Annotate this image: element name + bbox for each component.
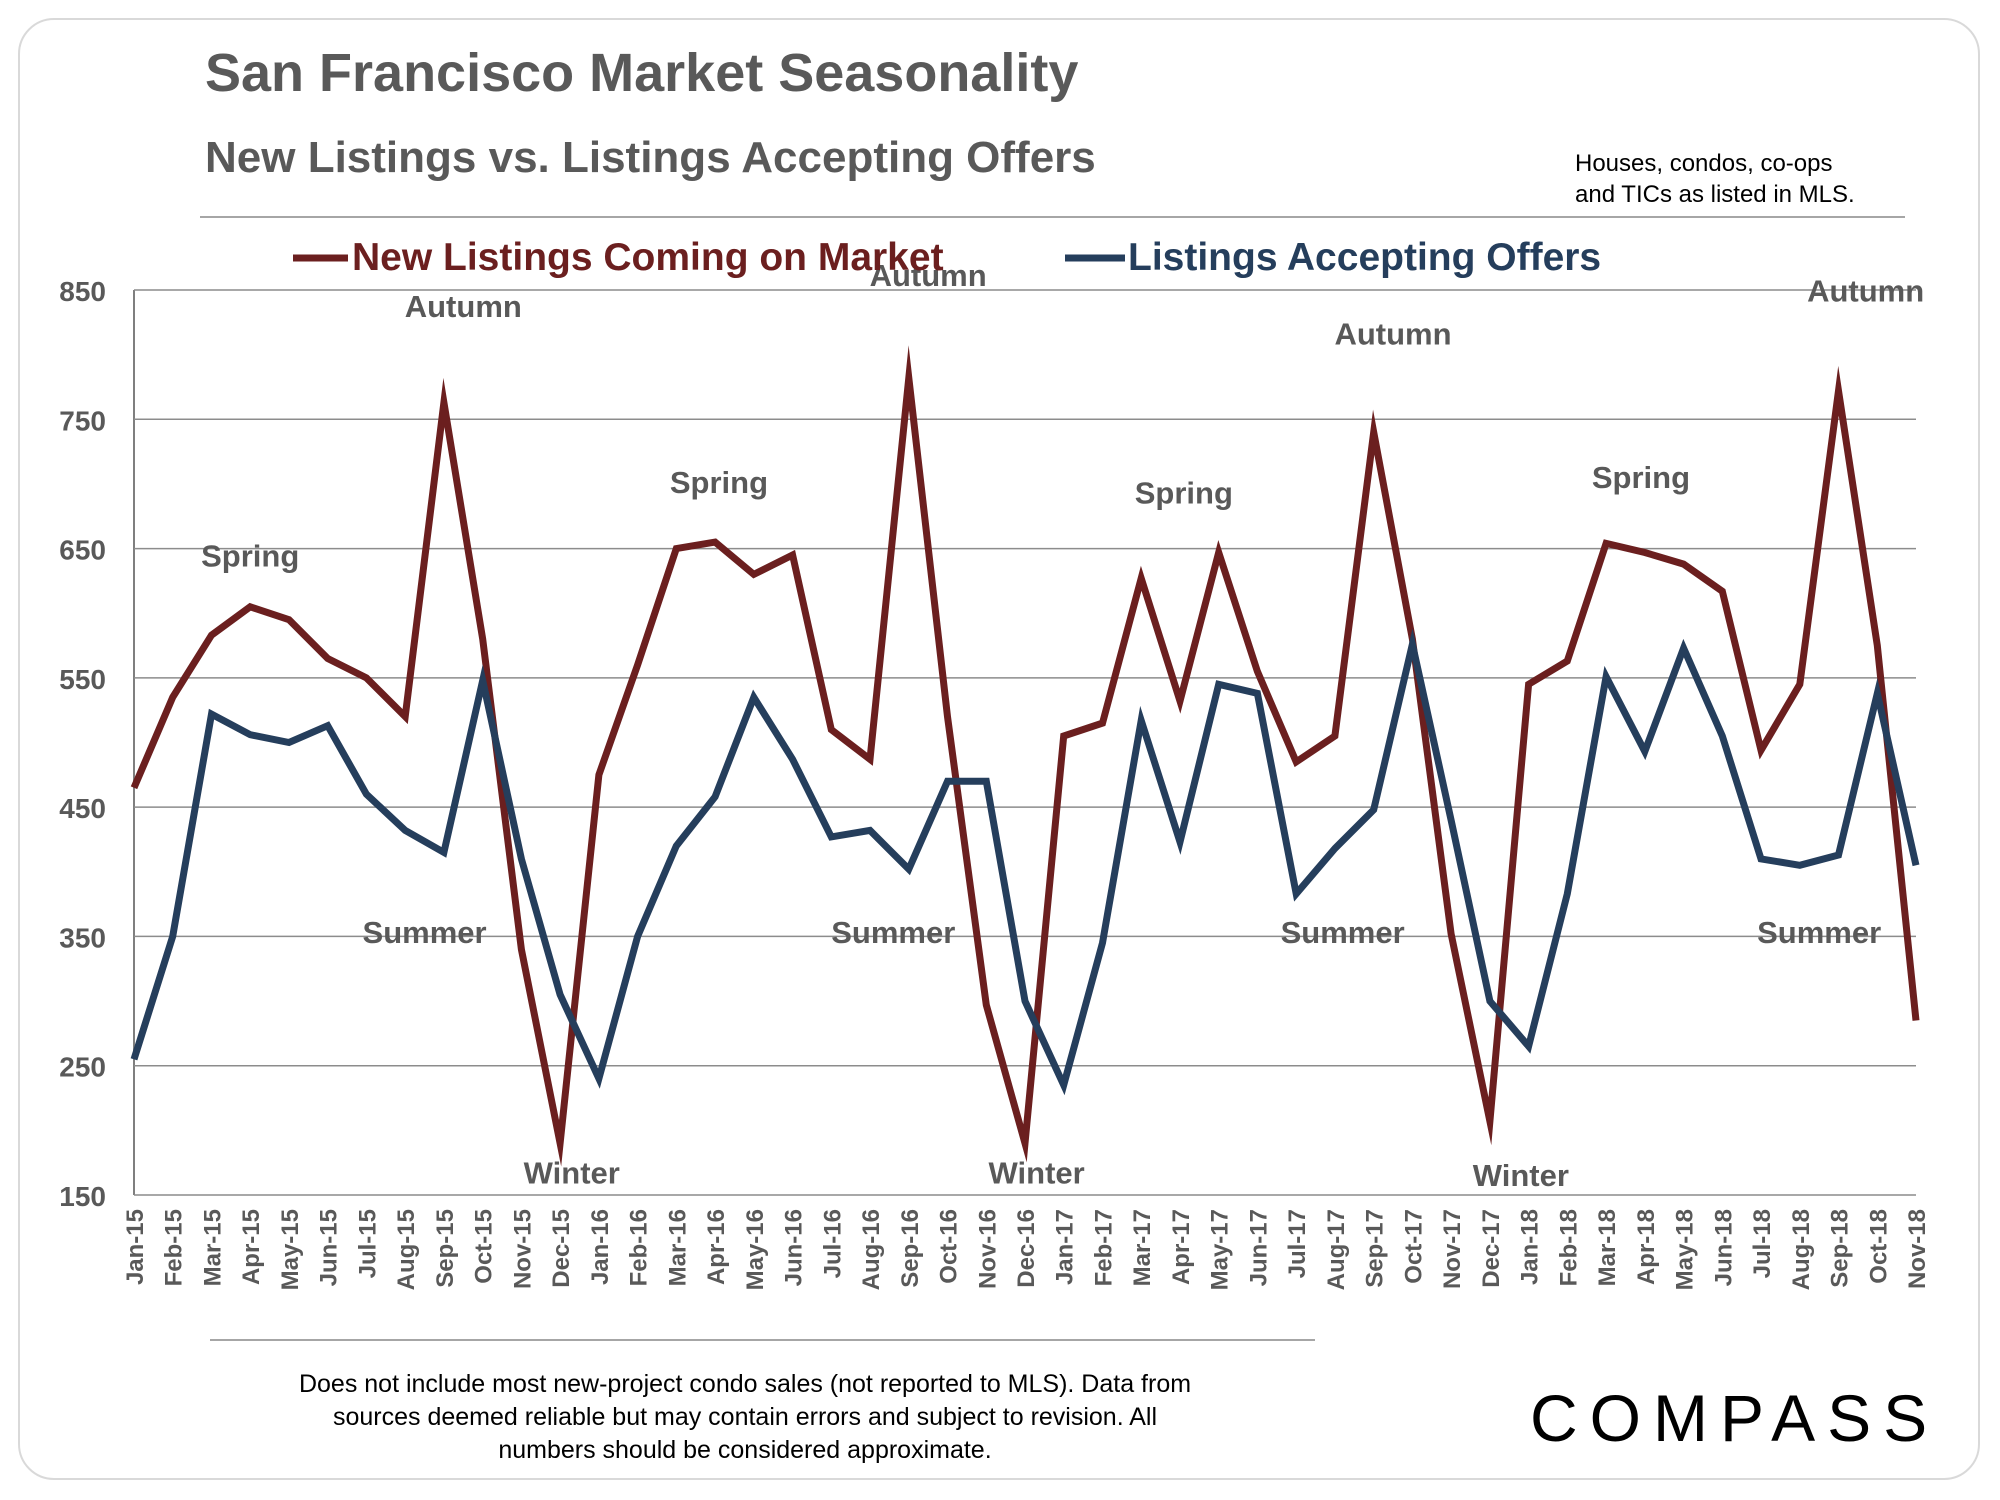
x-tick-label: Nov-15 [509, 1209, 536, 1289]
x-tick-label: May-15 [277, 1209, 304, 1290]
x-tick-label: Mar-15 [199, 1209, 226, 1286]
x-tick-label: Jul-17 [1284, 1209, 1311, 1278]
annotation-autumn: Autumn [1807, 274, 1924, 309]
x-axis-ticks: Jan-15 Feb-15 Mar-15 Apr-15 May-15 Jun-15 Jul-… [122, 1209, 1931, 1290]
x-tick-label: Nov-17 [1439, 1209, 1466, 1289]
annotation-winter: Winter [1473, 1158, 1569, 1193]
x-tick-label: Jun-17 [1245, 1209, 1272, 1286]
annotation-spring: Spring [670, 465, 768, 500]
y-tick-label: 450 [59, 793, 106, 824]
x-tick-label: Apr-16 [703, 1209, 730, 1285]
legend-label: Listings Accepting Offers [1128, 236, 1601, 279]
note-line: Houses, condos, co-ops [1575, 150, 1833, 177]
disclaimer-line: numbers should be considered approximate… [498, 1436, 992, 1464]
chart-frame [18, 18, 1980, 1480]
annotation-autumn: Autumn [1334, 316, 1451, 351]
y-tick-label: 850 [59, 276, 106, 307]
x-tick-label: Jun-18 [1710, 1209, 1737, 1286]
x-tick-label: Oct-15 [471, 1209, 498, 1284]
annotation-spring: Spring [201, 539, 299, 574]
x-tick-label: Apr-18 [1633, 1209, 1660, 1285]
x-tick-label: Oct-18 [1865, 1209, 1892, 1284]
x-tick-label: Aug-18 [1788, 1209, 1815, 1290]
x-tick-label: Aug-17 [1323, 1209, 1350, 1290]
x-tick-label: Nov-16 [974, 1209, 1001, 1289]
line-chart: 150 250 350 450 550 650 750 850 Jan-15 Feb-15 Mar… [59, 236, 1931, 1290]
series-lines [130, 345, 1920, 1167]
chart-title: San Francisco Market Seasonality [205, 43, 1079, 103]
x-tick-label: Jun-16 [781, 1209, 808, 1286]
disclaimer-line: sources deemed reliable but may contain … [332, 1403, 1158, 1431]
x-tick-label: Oct-17 [1400, 1209, 1427, 1284]
legend-label: New Listings Coming on Market [352, 236, 944, 279]
x-tick-label: Apr-17 [1168, 1209, 1195, 1285]
gridlines [133, 289, 1916, 1196]
annotation-autumn: Autumn [405, 289, 522, 324]
x-tick-label: Sep-18 [1827, 1209, 1854, 1288]
x-tick-label: Jul-18 [1749, 1209, 1776, 1278]
annotation-summer: Summer [363, 915, 487, 950]
x-tick-label: Nov-18 [1904, 1209, 1931, 1289]
x-tick-label: Feb-15 [161, 1209, 188, 1286]
chart-subtitle: New Listings vs. Listings Accepting Offe… [205, 133, 1096, 182]
annotation-spring: Spring [1135, 475, 1233, 510]
x-tick-label: Jan-18 [1517, 1209, 1544, 1285]
x-tick-label: Feb-18 [1555, 1209, 1582, 1286]
x-tick-label: Dec-15 [548, 1209, 575, 1288]
x-tick-label: Feb-17 [1090, 1209, 1117, 1286]
y-tick-label: 150 [59, 1181, 106, 1212]
compass-logo: COMPASS [1530, 1381, 1940, 1455]
note-line: and TICs as listed in MLS. [1575, 181, 1855, 208]
x-tick-label: May-18 [1672, 1209, 1699, 1290]
x-tick-label: Feb-16 [626, 1209, 653, 1286]
x-tick-label: Aug-15 [393, 1209, 420, 1290]
x-tick-label: Mar-16 [664, 1209, 691, 1286]
annotation-autumn: Autumn [870, 258, 987, 293]
x-tick-label: Apr-15 [238, 1209, 265, 1285]
x-tick-label: Sep-16 [897, 1209, 924, 1288]
x-tick-label: Mar-18 [1594, 1209, 1621, 1286]
x-tick-label: Dec-16 [1013, 1209, 1040, 1288]
series-line-new-listings [130, 345, 1920, 1167]
annotation-winter: Winter [524, 1155, 620, 1190]
x-tick-label: Jan-15 [122, 1209, 149, 1285]
x-tick-label: May-16 [742, 1209, 769, 1290]
legend: New Listings Coming on Market Listings Ac… [293, 236, 1601, 279]
annotation-summer: Summer [1757, 915, 1881, 950]
disclaimer: Does not include most new-project condo … [180, 1368, 1310, 1467]
x-tick-label: Dec-17 [1478, 1209, 1505, 1288]
series-line-accepting-offers [130, 628, 1920, 1096]
x-tick-label: Jul-16 [819, 1209, 846, 1278]
season-annotations: Spring Autumn Summer Winter Spring Autumn Summ… [201, 258, 1924, 1193]
y-axis-ticks: 150 250 350 450 550 650 750 850 [59, 276, 106, 1212]
header-divider [200, 216, 1905, 218]
data-scope-note: Houses, condos, co-ops and TICs as liste… [1575, 148, 1855, 210]
annotation-winter: Winter [989, 1155, 1085, 1190]
disclaimer-line: Does not include most new-project condo … [298, 1370, 1192, 1398]
annotation-spring: Spring [1592, 460, 1690, 495]
x-tick-label: Mar-17 [1129, 1209, 1156, 1286]
y-tick-label: 550 [59, 664, 106, 695]
x-tick-label: May-17 [1207, 1209, 1234, 1290]
x-tick-label: Jul-15 [354, 1209, 381, 1278]
x-tick-label: Sep-17 [1362, 1209, 1389, 1288]
annotation-summer: Summer [831, 915, 955, 950]
x-tick-label: Jan-16 [587, 1209, 614, 1285]
y-tick-label: 650 [59, 535, 106, 566]
x-tick-label: Sep-15 [432, 1209, 459, 1288]
y-tick-label: 750 [59, 405, 106, 436]
x-tick-label: Aug-16 [858, 1209, 885, 1290]
x-tick-label: Jun-15 [316, 1209, 343, 1286]
y-tick-label: 350 [59, 922, 106, 953]
y-tick-label: 250 [59, 1052, 106, 1083]
annotation-summer: Summer [1281, 915, 1405, 950]
x-tick-label: Oct-16 [936, 1209, 963, 1284]
footer-divider [210, 1339, 1315, 1341]
x-tick-label: Jan-17 [1052, 1209, 1079, 1285]
